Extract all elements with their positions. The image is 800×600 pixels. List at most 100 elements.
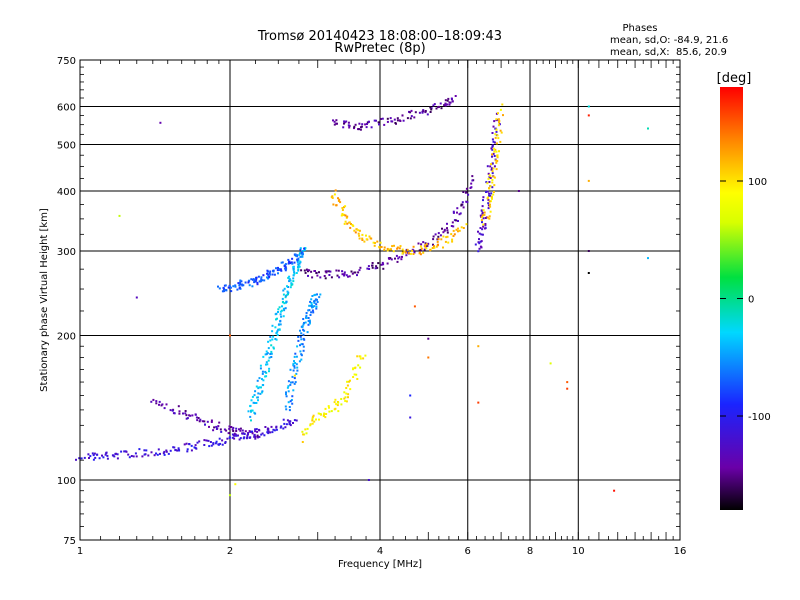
data-point — [351, 272, 354, 275]
data-point — [279, 323, 282, 326]
data-point — [270, 344, 273, 347]
data-point — [203, 420, 206, 423]
data-point — [260, 386, 262, 389]
data-point — [301, 441, 304, 443]
data-point — [265, 363, 267, 366]
data-point — [459, 212, 462, 215]
data-point — [471, 175, 474, 178]
data-point — [326, 270, 328, 273]
data-point — [493, 141, 496, 144]
data-point — [340, 398, 343, 400]
data-point — [305, 317, 308, 319]
data-point — [496, 134, 499, 137]
data-point — [435, 245, 438, 248]
data-point — [241, 432, 244, 435]
data-point — [400, 258, 403, 261]
data-point — [269, 270, 272, 273]
data-point — [167, 452, 170, 455]
data-point — [312, 311, 315, 314]
data-point — [477, 250, 480, 253]
data-point — [343, 271, 346, 274]
data-point — [451, 240, 454, 243]
data-point — [346, 384, 349, 387]
data-points — [75, 95, 649, 497]
data-point — [271, 273, 274, 276]
data-point — [316, 301, 319, 303]
data-point — [316, 274, 319, 277]
data-point — [302, 433, 305, 436]
data-point — [310, 304, 313, 306]
data-point — [288, 278, 291, 281]
data-point — [285, 267, 288, 270]
data-point — [334, 189, 337, 192]
data-point — [465, 191, 468, 194]
data-point — [371, 264, 374, 267]
data-point — [481, 221, 483, 224]
data-point — [450, 225, 453, 227]
data-point — [267, 340, 270, 343]
data-point — [272, 347, 275, 350]
data-point — [430, 108, 433, 111]
colorbar — [720, 87, 743, 510]
data-point — [302, 349, 305, 352]
data-point — [158, 403, 160, 406]
data-point — [358, 128, 360, 131]
data-point — [442, 235, 445, 238]
data-point — [395, 254, 398, 257]
data-point — [417, 242, 420, 245]
data-point — [163, 450, 166, 453]
data-point — [210, 444, 213, 447]
data-point — [279, 426, 282, 429]
data-point — [426, 244, 429, 247]
data-point — [495, 150, 498, 153]
data-point — [280, 269, 283, 272]
data-point — [497, 124, 500, 127]
data-point — [235, 430, 238, 432]
data-point — [309, 314, 312, 316]
data-point — [388, 257, 391, 260]
data-point — [292, 269, 295, 272]
data-point — [484, 223, 487, 225]
data-point — [444, 104, 447, 107]
data-point — [215, 425, 218, 428]
data-point — [412, 253, 415, 255]
data-point — [491, 181, 494, 184]
data-point — [285, 393, 287, 396]
data-point — [182, 412, 184, 415]
data-point — [492, 193, 495, 196]
data-point — [260, 391, 263, 394]
data-point — [350, 223, 352, 225]
data-point — [266, 363, 269, 366]
data-point — [337, 200, 340, 202]
data-point — [343, 222, 346, 225]
data-point — [302, 345, 305, 348]
data-point — [409, 416, 412, 419]
data-point — [227, 286, 230, 289]
colorbar-tick-label: 0 — [748, 295, 754, 306]
data-point — [301, 325, 304, 328]
data-point — [172, 446, 175, 449]
data-point — [252, 401, 255, 404]
data-point — [352, 368, 354, 371]
data-point — [465, 200, 468, 203]
data-point — [279, 268, 282, 271]
data-point — [130, 455, 133, 457]
data-point — [434, 233, 437, 236]
data-point — [440, 107, 443, 110]
data-point — [371, 266, 374, 269]
data-point — [185, 414, 188, 417]
data-point — [98, 457, 101, 460]
data-point — [492, 140, 495, 143]
data-point — [230, 290, 233, 293]
data-point — [490, 192, 493, 195]
data-point — [492, 175, 495, 178]
data-point — [218, 287, 221, 290]
data-point — [490, 168, 493, 171]
data-point — [367, 265, 370, 268]
data-point — [499, 140, 502, 143]
data-point — [106, 454, 109, 457]
data-point — [255, 278, 258, 281]
data-point — [281, 297, 284, 300]
data-point — [486, 182, 489, 185]
data-point — [275, 312, 278, 315]
